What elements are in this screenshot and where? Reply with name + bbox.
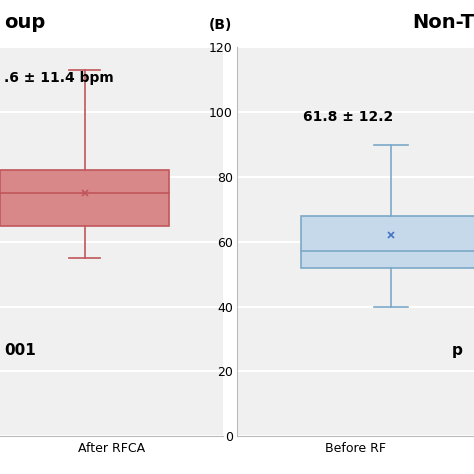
FancyBboxPatch shape <box>301 216 474 268</box>
Text: 001: 001 <box>4 343 36 358</box>
Text: 61.8 ± 12.2: 61.8 ± 12.2 <box>303 109 393 124</box>
X-axis label: After RFCA: After RFCA <box>78 442 145 455</box>
Text: .6 ± 11.4 bpm: .6 ± 11.4 bpm <box>4 71 114 85</box>
Text: Non-T: Non-T <box>412 13 474 32</box>
X-axis label: Before RF: Before RF <box>325 442 386 455</box>
FancyBboxPatch shape <box>0 171 169 226</box>
Text: (B): (B) <box>209 18 232 32</box>
Text: p: p <box>451 343 462 358</box>
Text: oup: oup <box>4 13 46 32</box>
